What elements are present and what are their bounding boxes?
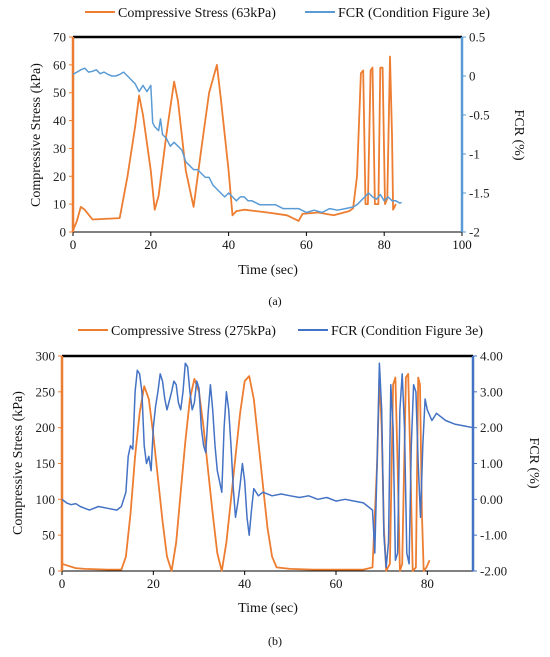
x-axis-title-a: Time (sec)	[238, 263, 298, 278]
y-tick-label-a: 60	[53, 57, 66, 72]
x-tick-label-a: 20	[144, 237, 157, 252]
legend-b-label-stress: Compressive Stress (275kPa)	[111, 324, 276, 339]
x-tick-label-b: 40	[238, 576, 251, 591]
y-tick-label-b: 50	[42, 528, 55, 543]
panel-b-ticks: 0 20 40 60 80 0 50 100 150 200 250 300 -2.00 -1.00 0.0…	[36, 349, 508, 592]
y2-tick-label-b: -1.00	[480, 528, 507, 543]
legend-a: Compressive Stress (63kPa) FCR (Conditio…	[85, 6, 490, 21]
panel-a-ticks: 0 20 40 60 80 100 0 10 20 30 40 50 60 70 -2 -1.5 -1 -0.5 0…	[53, 30, 490, 253]
x-axis-title-b: Time (sec)	[238, 601, 298, 616]
y2-tick-label-a: -2	[469, 225, 480, 240]
y-tick-label-b: 0	[49, 564, 56, 579]
legend-b-label-fcr: FCR (Condition Figure 3e)	[331, 324, 483, 339]
y2-tick-label-a: 0.5	[469, 30, 485, 45]
y-tick-label-a: 70	[53, 30, 66, 45]
y2-tick-label-a: -0.5	[469, 108, 490, 123]
y-tick-label-a: 40	[53, 113, 66, 128]
series-b-compressive-stress	[61, 372, 431, 572]
y-axis-title-b: Compressive Stress (kPa)	[11, 391, 26, 535]
x-tick-label-a: 40	[222, 237, 235, 252]
y-tick-label-b: 150	[36, 456, 56, 471]
legend-a-label-fcr: FCR (Condition Figure 3e)	[338, 6, 490, 21]
y2-tick-label-b: 1.00	[480, 456, 503, 471]
y2-tick-label-b: 4.00	[480, 349, 503, 364]
y-axis-title-a: Compressive Stress (kPa)	[29, 63, 44, 207]
legend-a-label-stress: Compressive Stress (63kPa)	[118, 6, 276, 21]
x-tick-label-a: 100	[452, 237, 472, 252]
y2-tick-label-b: -2.00	[480, 564, 507, 579]
y2-tick-label-b: 2.00	[480, 420, 503, 435]
y-tick-label-b: 300	[36, 349, 56, 364]
y-tick-label-b: 200	[36, 420, 56, 435]
x-tick-label-b: 60	[330, 576, 343, 591]
y2-tick-label-a: -1.5	[469, 186, 490, 201]
caption-a: (a)	[268, 294, 281, 308]
x-tick-label-b: 80	[421, 576, 434, 591]
legend-b: Compressive Stress (275kPa) FCR (Conditi…	[78, 324, 483, 339]
series-b-fcr	[61, 362, 474, 569]
series-a-fcr	[72, 67, 402, 214]
y-tick-label-a: 20	[53, 169, 66, 184]
y-tick-label-b: 100	[36, 492, 56, 507]
caption-b: (b)	[268, 634, 282, 648]
y-tick-label-a: 0	[60, 225, 67, 240]
y-tick-label-b: 250	[36, 384, 56, 399]
panel-b: Compressive Stress (275kPa) FCR (Conditi…	[11, 324, 541, 648]
y-tick-label-a: 50	[53, 85, 66, 100]
x-tick-label-a: 80	[378, 237, 391, 252]
x-tick-label-b: 20	[147, 576, 160, 591]
x-tick-label-a: 60	[300, 237, 313, 252]
y2-tick-label-b: 3.00	[480, 384, 503, 399]
y2-tick-label-b: 0.00	[480, 492, 503, 507]
y2-tick-label-a: 0	[469, 69, 476, 84]
x-tick-label-b: 0	[59, 576, 66, 591]
y2-axis-title-b: FCR (%)	[526, 438, 541, 489]
y2-tick-label-a: -1	[469, 147, 480, 162]
y2-axis-title-a: FCR (%)	[511, 110, 526, 161]
panel-a: Compressive Stress (63kPa) FCR (Conditio…	[29, 6, 526, 308]
y-tick-label-a: 30	[53, 141, 66, 156]
y-tick-label-a: 10	[53, 197, 66, 212]
series-a-compressive-stress	[72, 55, 397, 231]
x-tick-label-a: 0	[70, 237, 77, 252]
